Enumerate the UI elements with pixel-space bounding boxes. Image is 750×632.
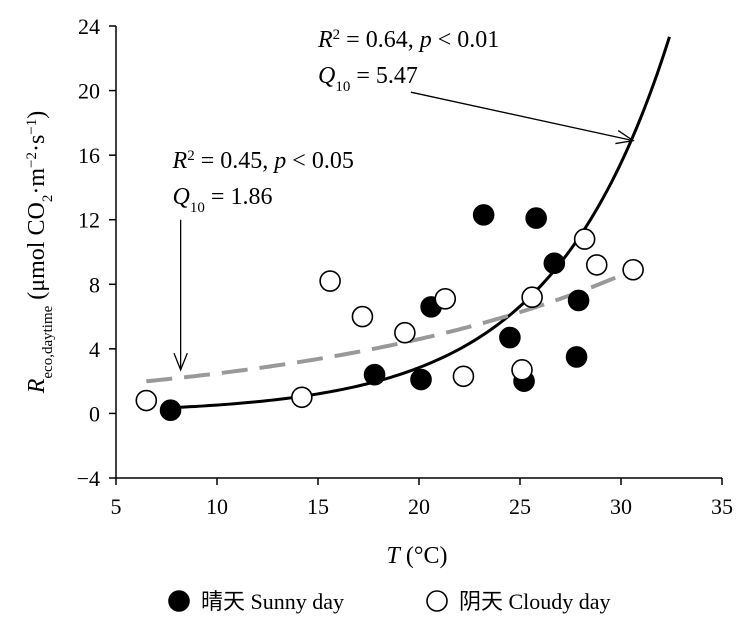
annotation-arrow-head (173, 352, 188, 372)
annotation-r2-line: R2 = 0.64, p < 0.01 (317, 27, 499, 53)
sunny-data-point (525, 207, 547, 229)
data-points (135, 204, 644, 422)
sunny-data-point (543, 252, 566, 275)
cloudy-data-point (511, 359, 533, 381)
annotation-arrow-shaft (410, 91, 634, 142)
x-axis-title: T (°C) (387, 543, 448, 569)
sunny-data-point (499, 326, 521, 349)
x-tick-label: 10 (206, 494, 228, 519)
x-tick-label: 30 (610, 494, 632, 519)
cloudy-data-point (434, 288, 457, 310)
annotation-arrow-head (615, 129, 635, 145)
legend-sunny-label: 晴天 Sunny day (201, 589, 344, 614)
annotations: R2 = 0.64, p < 0.01 Q10 = 5.47 R2 = 0.45, … (172, 27, 635, 372)
y-tick-label: 20 (78, 79, 100, 104)
x-tick-label: 25 (509, 494, 531, 519)
sunny-data-point (565, 346, 588, 368)
cloudy-data-point (351, 305, 374, 328)
legend-cloudy-label: 阴天 Cloudy day (459, 589, 611, 614)
y-tick-label: 24 (78, 14, 100, 39)
x-tick-label: 35 (711, 494, 733, 519)
y-tick-label: 12 (78, 208, 100, 233)
sunny-data-point (159, 399, 182, 422)
sunny-data-point (363, 363, 386, 386)
y-tick-label: 0 (89, 401, 100, 426)
cloudy-data-point (452, 365, 475, 388)
cloudy-data-point (291, 386, 313, 409)
y-tick-label: 16 (78, 143, 100, 168)
annotation-q10-line: Q10 = 5.47 (318, 63, 418, 95)
legend-sunny-marker (168, 590, 190, 612)
cloudy-data-point (585, 254, 608, 276)
y-axis-title: Reco,daytime (μmol CO2·m−2·s−1) (24, 111, 56, 395)
cloudy-data-point (622, 258, 644, 281)
legend-cloudy-marker (426, 590, 448, 612)
cloudy-data-point (573, 228, 596, 250)
y-tick-label: 4 (89, 337, 100, 362)
sunny-data-point (410, 368, 432, 391)
cloudy-data-point (394, 321, 416, 344)
axes: 5 10 15 20 25 30 35 −4 0 4 8 12 16 20 24 (77, 14, 733, 519)
cloudy-fit-curve (146, 268, 634, 384)
x-tick-label: 5 (111, 494, 122, 519)
annotation-q10-line: Q10 = 1.86 (173, 184, 273, 216)
cloudy-data-point (319, 270, 341, 292)
y-tick-label: 8 (89, 272, 100, 297)
cloudy-data-point (521, 286, 543, 309)
sunny-data-point (472, 204, 495, 226)
annotation-r2-line: R2 = 0.45, p < 0.05 (172, 148, 354, 174)
y-tick-label: −4 (77, 466, 100, 491)
legend: 晴天 Sunny day 阴天 Cloudy day (168, 589, 611, 614)
x-tick-label: 20 (408, 494, 430, 519)
sunny-fit-curve (170, 36, 671, 410)
sunny-data-point (567, 289, 590, 312)
x-tick-label: 15 (307, 494, 329, 519)
cloudy-data-point (135, 389, 158, 412)
fit-curves (146, 36, 671, 410)
